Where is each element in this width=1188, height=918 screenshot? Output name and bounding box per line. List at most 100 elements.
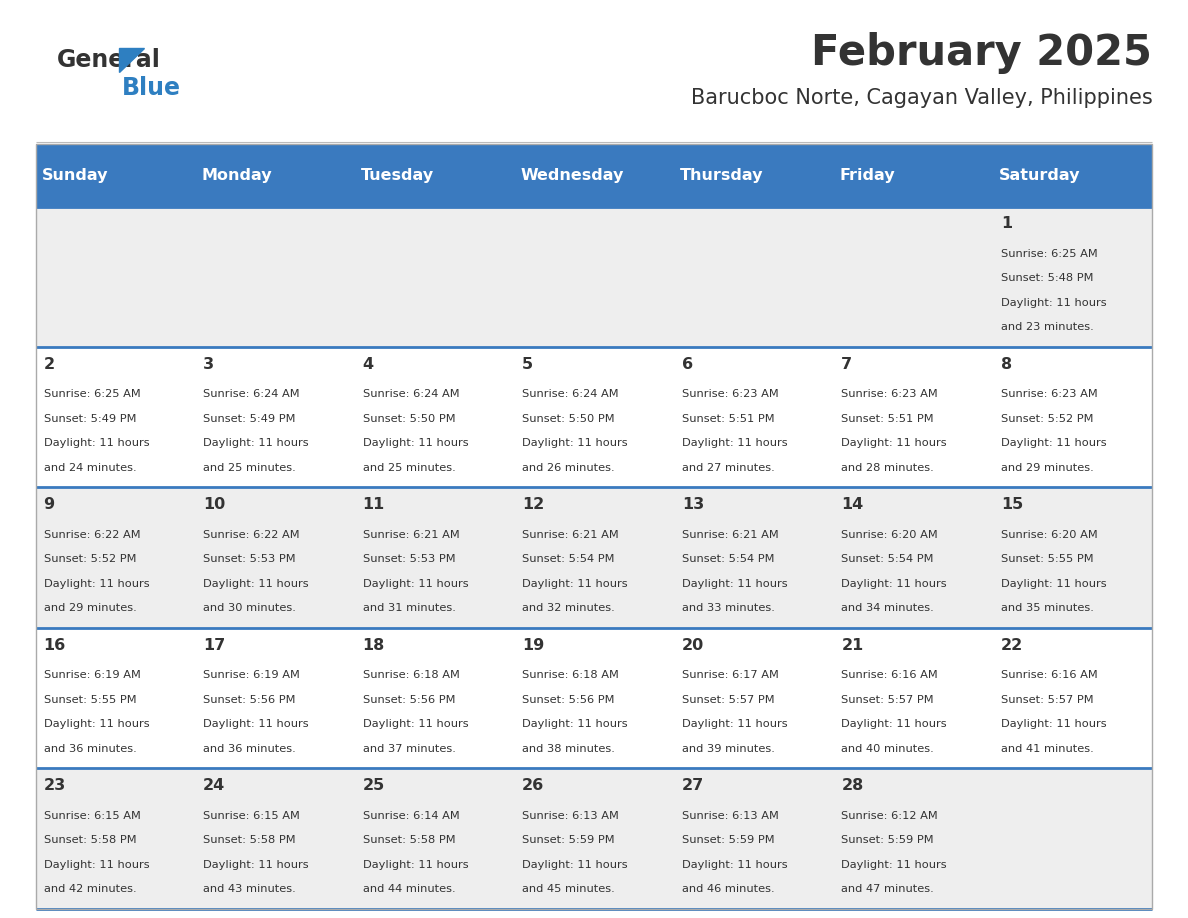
FancyBboxPatch shape <box>36 207 1152 347</box>
Text: Sunrise: 6:20 AM: Sunrise: 6:20 AM <box>1000 530 1098 540</box>
Text: Daylight: 11 hours: Daylight: 11 hours <box>362 438 468 448</box>
Polygon shape <box>119 48 144 72</box>
Text: Daylight: 11 hours: Daylight: 11 hours <box>44 578 150 588</box>
Text: Sunset: 5:54 PM: Sunset: 5:54 PM <box>523 554 614 565</box>
Text: Sunset: 5:59 PM: Sunset: 5:59 PM <box>523 835 615 845</box>
Text: 1: 1 <box>1000 217 1012 231</box>
Text: Sunrise: 6:21 AM: Sunrise: 6:21 AM <box>523 530 619 540</box>
Text: Daylight: 11 hours: Daylight: 11 hours <box>841 438 947 448</box>
Text: 19: 19 <box>523 638 544 653</box>
Text: and 31 minutes.: and 31 minutes. <box>362 603 455 613</box>
Text: Sunrise: 6:23 AM: Sunrise: 6:23 AM <box>841 389 939 399</box>
Text: Sunset: 5:58 PM: Sunset: 5:58 PM <box>203 835 296 845</box>
Text: Sunrise: 6:25 AM: Sunrise: 6:25 AM <box>1000 249 1098 259</box>
Text: Sunrise: 6:21 AM: Sunrise: 6:21 AM <box>362 530 460 540</box>
Text: Daylight: 11 hours: Daylight: 11 hours <box>682 578 788 588</box>
Text: 7: 7 <box>841 357 853 372</box>
Text: 25: 25 <box>362 778 385 793</box>
Text: Sunset: 5:56 PM: Sunset: 5:56 PM <box>203 695 296 705</box>
Text: Daylight: 11 hours: Daylight: 11 hours <box>362 578 468 588</box>
Text: Sunset: 5:58 PM: Sunset: 5:58 PM <box>44 835 137 845</box>
Text: and 27 minutes.: and 27 minutes. <box>682 463 775 473</box>
Text: 2: 2 <box>44 357 55 372</box>
Text: 10: 10 <box>203 498 226 512</box>
Text: Blue: Blue <box>122 76 182 100</box>
Text: Daylight: 11 hours: Daylight: 11 hours <box>841 719 947 729</box>
Text: Sunrise: 6:15 AM: Sunrise: 6:15 AM <box>44 811 140 821</box>
Text: Sunrise: 6:24 AM: Sunrise: 6:24 AM <box>362 389 460 399</box>
Text: Sunday: Sunday <box>42 168 108 183</box>
Text: Daylight: 11 hours: Daylight: 11 hours <box>203 578 309 588</box>
Text: and 28 minutes.: and 28 minutes. <box>841 463 934 473</box>
Text: 13: 13 <box>682 498 704 512</box>
Text: Sunrise: 6:24 AM: Sunrise: 6:24 AM <box>203 389 299 399</box>
Text: Sunrise: 6:14 AM: Sunrise: 6:14 AM <box>362 811 460 821</box>
Text: and 24 minutes.: and 24 minutes. <box>44 463 137 473</box>
Text: Sunrise: 6:19 AM: Sunrise: 6:19 AM <box>44 670 140 680</box>
Text: Daylight: 11 hours: Daylight: 11 hours <box>682 719 788 729</box>
Text: Sunset: 5:49 PM: Sunset: 5:49 PM <box>203 414 296 424</box>
Text: and 44 minutes.: and 44 minutes. <box>362 884 455 894</box>
Text: Sunset: 5:56 PM: Sunset: 5:56 PM <box>523 695 614 705</box>
Text: Sunset: 5:52 PM: Sunset: 5:52 PM <box>44 554 137 565</box>
Text: Sunrise: 6:23 AM: Sunrise: 6:23 AM <box>682 389 778 399</box>
Text: Barucboc Norte, Cagayan Valley, Philippines: Barucboc Norte, Cagayan Valley, Philippi… <box>690 88 1152 108</box>
Text: Sunrise: 6:21 AM: Sunrise: 6:21 AM <box>682 530 778 540</box>
Text: Daylight: 11 hours: Daylight: 11 hours <box>1000 297 1106 308</box>
Text: Daylight: 11 hours: Daylight: 11 hours <box>523 859 627 869</box>
Text: and 30 minutes.: and 30 minutes. <box>203 603 296 613</box>
Text: Sunset: 5:51 PM: Sunset: 5:51 PM <box>682 414 775 424</box>
Text: Daylight: 11 hours: Daylight: 11 hours <box>44 859 150 869</box>
Text: Sunset: 5:57 PM: Sunset: 5:57 PM <box>682 695 775 705</box>
Text: Daylight: 11 hours: Daylight: 11 hours <box>682 438 788 448</box>
Text: February 2025: February 2025 <box>811 32 1152 74</box>
Text: Sunset: 5:59 PM: Sunset: 5:59 PM <box>841 835 934 845</box>
Text: and 36 minutes.: and 36 minutes. <box>44 744 137 754</box>
Text: 26: 26 <box>523 778 544 793</box>
Text: Sunrise: 6:22 AM: Sunrise: 6:22 AM <box>203 530 299 540</box>
Text: and 32 minutes.: and 32 minutes. <box>523 603 615 613</box>
Text: Sunset: 5:54 PM: Sunset: 5:54 PM <box>841 554 934 565</box>
Text: 8: 8 <box>1000 357 1012 372</box>
Text: Sunset: 5:56 PM: Sunset: 5:56 PM <box>362 695 455 705</box>
Text: Sunrise: 6:17 AM: Sunrise: 6:17 AM <box>682 670 778 680</box>
Text: Daylight: 11 hours: Daylight: 11 hours <box>203 438 309 448</box>
Text: and 36 minutes.: and 36 minutes. <box>203 744 296 754</box>
FancyBboxPatch shape <box>36 628 1152 768</box>
Text: and 29 minutes.: and 29 minutes. <box>1000 463 1094 473</box>
Text: Sunrise: 6:19 AM: Sunrise: 6:19 AM <box>203 670 301 680</box>
Text: Daylight: 11 hours: Daylight: 11 hours <box>362 719 468 729</box>
Text: 6: 6 <box>682 357 693 372</box>
Text: Daylight: 11 hours: Daylight: 11 hours <box>523 578 627 588</box>
Text: Sunrise: 6:15 AM: Sunrise: 6:15 AM <box>203 811 301 821</box>
Text: and 47 minutes.: and 47 minutes. <box>841 884 934 894</box>
Text: Daylight: 11 hours: Daylight: 11 hours <box>362 859 468 869</box>
Text: 24: 24 <box>203 778 226 793</box>
Text: and 45 minutes.: and 45 minutes. <box>523 884 615 894</box>
Text: Sunset: 5:49 PM: Sunset: 5:49 PM <box>44 414 137 424</box>
Text: Monday: Monday <box>202 168 272 183</box>
Text: and 46 minutes.: and 46 minutes. <box>682 884 775 894</box>
Text: General: General <box>57 48 160 72</box>
Text: Sunset: 5:50 PM: Sunset: 5:50 PM <box>362 414 455 424</box>
Text: and 35 minutes.: and 35 minutes. <box>1000 603 1094 613</box>
Text: 22: 22 <box>1000 638 1023 653</box>
Text: Daylight: 11 hours: Daylight: 11 hours <box>44 438 150 448</box>
FancyBboxPatch shape <box>36 768 1152 909</box>
Text: 16: 16 <box>44 638 65 653</box>
Text: and 38 minutes.: and 38 minutes. <box>523 744 615 754</box>
Text: Sunset: 5:57 PM: Sunset: 5:57 PM <box>1000 695 1093 705</box>
Text: Sunset: 5:53 PM: Sunset: 5:53 PM <box>362 554 455 565</box>
Text: Thursday: Thursday <box>681 168 764 183</box>
Text: Sunrise: 6:18 AM: Sunrise: 6:18 AM <box>523 670 619 680</box>
Text: and 40 minutes.: and 40 minutes. <box>841 744 934 754</box>
Text: and 25 minutes.: and 25 minutes. <box>362 463 455 473</box>
Text: Sunrise: 6:23 AM: Sunrise: 6:23 AM <box>1000 389 1098 399</box>
FancyBboxPatch shape <box>36 144 1152 207</box>
Text: 27: 27 <box>682 778 704 793</box>
Text: Daylight: 11 hours: Daylight: 11 hours <box>203 859 309 869</box>
Text: Daylight: 11 hours: Daylight: 11 hours <box>523 719 627 729</box>
Text: Daylight: 11 hours: Daylight: 11 hours <box>203 719 309 729</box>
Text: Sunrise: 6:13 AM: Sunrise: 6:13 AM <box>523 811 619 821</box>
Text: 17: 17 <box>203 638 226 653</box>
